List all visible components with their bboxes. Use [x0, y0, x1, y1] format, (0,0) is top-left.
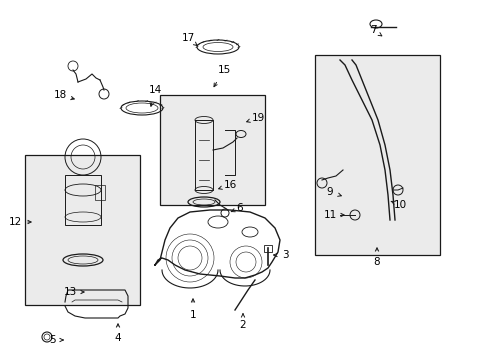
Text: 16: 16	[223, 180, 236, 190]
Bar	[160, 95, 264, 205]
Text: 1: 1	[189, 310, 196, 320]
Text: 8: 8	[373, 257, 380, 267]
Text: 6: 6	[236, 203, 243, 213]
Bar	[314, 55, 439, 255]
Text: 13: 13	[63, 287, 77, 297]
Text: 12: 12	[8, 217, 21, 227]
Text: 3: 3	[281, 250, 288, 260]
Text: 4: 4	[115, 333, 121, 343]
Bar	[95, 185, 105, 200]
Text: 17: 17	[181, 33, 194, 43]
Text: 18: 18	[53, 90, 66, 100]
Text: 2: 2	[239, 320, 246, 330]
Text: 15: 15	[217, 65, 230, 75]
Text: 14: 14	[148, 85, 162, 95]
Bar	[264, 245, 271, 252]
Text: 11: 11	[323, 210, 336, 220]
Bar	[25, 155, 140, 305]
Text: 5: 5	[49, 335, 55, 345]
Text: 19: 19	[251, 113, 264, 123]
Bar	[65, 175, 101, 225]
Text: 9: 9	[326, 187, 333, 197]
Text: 7: 7	[369, 25, 376, 35]
Text: 10: 10	[393, 200, 406, 210]
